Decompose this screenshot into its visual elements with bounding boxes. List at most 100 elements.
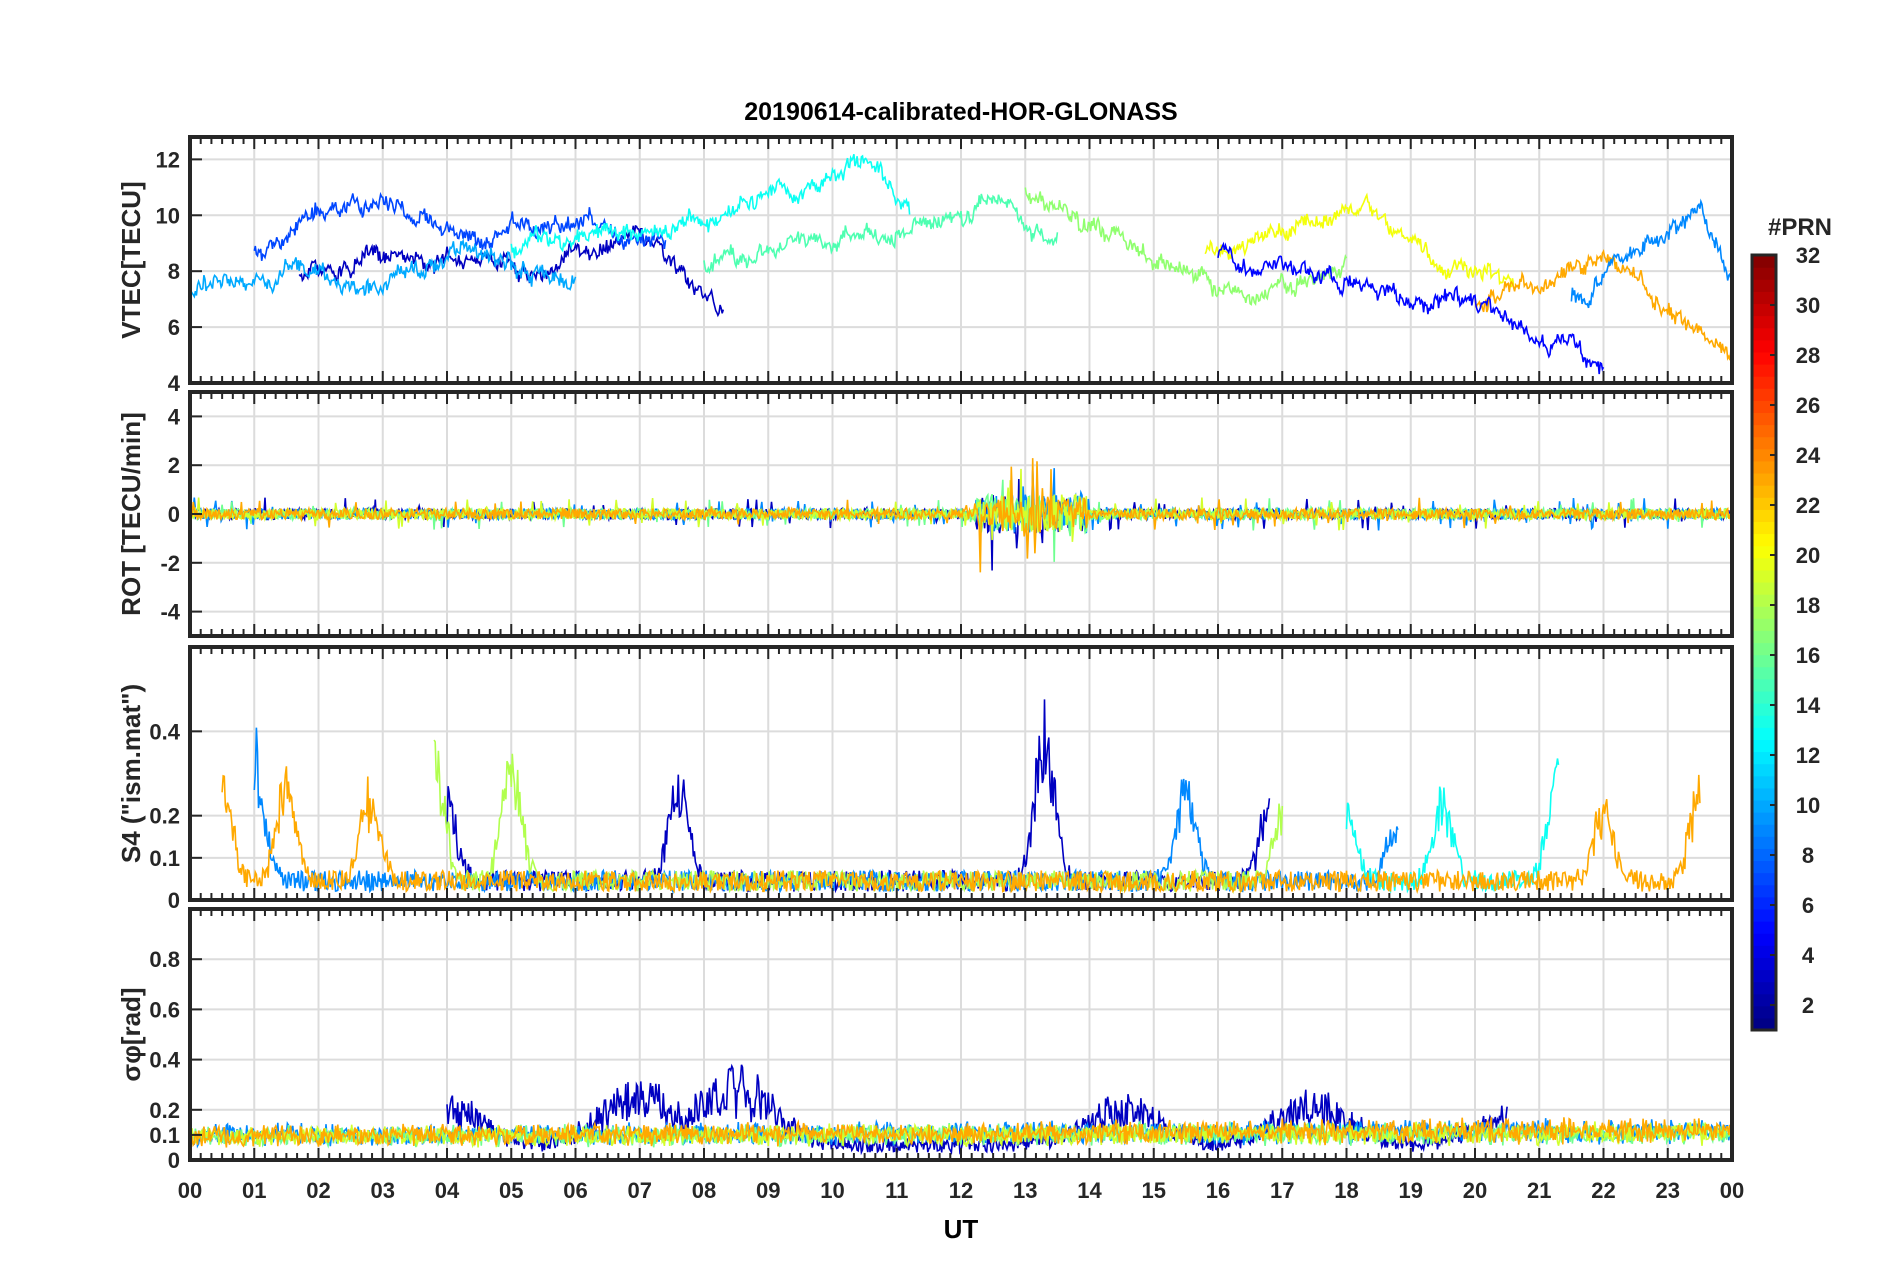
- s4-series-prn-13: [1345, 758, 1560, 894]
- s4-ytick-label: 0.1: [149, 846, 180, 871]
- vtec-panel: 4 6 8 10 12 VTEC[TECU]: [116, 135, 1734, 396]
- colorbar-tick-label: 18: [1796, 593, 1820, 618]
- colorbar-segment: [1752, 1017, 1776, 1031]
- colorbar-segment: [1752, 279, 1776, 292]
- colorbar-segment: [1752, 485, 1776, 498]
- colorbar-segment: [1752, 448, 1776, 462]
- s4-series-prn-9: [253, 727, 1399, 895]
- colorbar-segment: [1752, 666, 1776, 680]
- x-tick-label: 08: [692, 1178, 716, 1203]
- colorbar-segment: [1752, 630, 1776, 644]
- colorbar-segment: [1752, 727, 1776, 740]
- sigma-ytick-label: 0.2: [149, 1098, 180, 1123]
- rot-ytick-label: -2: [160, 551, 180, 576]
- x-tick-label: 03: [371, 1178, 395, 1203]
- colorbar-segment: [1752, 763, 1776, 777]
- colorbar-segment: [1752, 921, 1776, 934]
- chart-title: 20190614-calibrated-HOR-GLONASS: [744, 98, 1177, 126]
- vtec-series-prn-15: [703, 193, 1059, 275]
- vtec-ytick-label: 12: [156, 147, 180, 172]
- vtec-traces: [190, 153, 1732, 375]
- rot-ytick-label: 4: [168, 404, 181, 429]
- colorbar-segment: [1752, 557, 1776, 571]
- colorbar-title: #PRN: [1768, 214, 1832, 241]
- colorbar-segment: [1752, 715, 1776, 728]
- colorbar-tick-label: 20: [1796, 543, 1820, 568]
- x-tick-label: 19: [1399, 1178, 1423, 1203]
- colorbar-segment: [1752, 884, 1776, 898]
- colorbar-segment: [1752, 509, 1776, 523]
- colorbar-tick-label: 26: [1796, 393, 1820, 418]
- colorbar-tick-label: 10: [1796, 793, 1820, 818]
- colorbar-segment: [1752, 775, 1776, 789]
- x-tick-label: 05: [499, 1178, 523, 1203]
- x-tick-label: 02: [306, 1178, 330, 1203]
- colorbar-segment: [1752, 267, 1776, 280]
- colorbar-segment: [1752, 618, 1776, 631]
- colorbar-segment: [1752, 521, 1776, 535]
- sigma-ytick-label: 0.8: [149, 947, 180, 972]
- s4-ytick-label: 0: [168, 888, 180, 913]
- rot-ytick-label: -4: [160, 600, 180, 625]
- colorbar-segment: [1752, 993, 1776, 1007]
- s4-ytick-label: 0.2: [149, 804, 180, 829]
- colorbar-tick-label: 8: [1802, 843, 1814, 868]
- x-tick-label: 11: [885, 1178, 908, 1203]
- colorbar-segment: [1752, 945, 1776, 958]
- rot-traces: [190, 458, 1732, 573]
- colorbar-segment: [1752, 836, 1776, 849]
- colorbar-tick-label: 30: [1796, 293, 1820, 318]
- x-tick-label: 15: [1142, 1178, 1166, 1203]
- x-axis-label: UT: [944, 1214, 979, 1244]
- x-tick-label: 14: [1077, 1178, 1102, 1203]
- colorbar-segment: [1752, 400, 1776, 414]
- colorbar-segment: [1752, 812, 1776, 825]
- colorbar-segment: [1752, 969, 1776, 983]
- colorbar-segment: [1752, 339, 1776, 353]
- colorbar-segment: [1752, 472, 1776, 486]
- colorbar-segment: [1752, 981, 1776, 995]
- colorbar-segment: [1752, 255, 1776, 268]
- x-tick-label: 17: [1270, 1178, 1294, 1203]
- colorbar-segment: [1752, 957, 1776, 971]
- rot-ylabel: ROT [TECU/min]: [116, 412, 146, 616]
- s4-series-prn-18: [433, 739, 1284, 895]
- colorbar-segment: [1752, 291, 1776, 305]
- colorbar-tick-label: 4: [1802, 943, 1815, 968]
- x-tick-label: 01: [242, 1178, 266, 1203]
- vtec-ytick-label: 8: [168, 259, 180, 284]
- s4-traces: [221, 699, 1701, 895]
- vtec-series-prn-5: [1217, 241, 1605, 375]
- sigma-series-prn-19: [190, 1121, 1732, 1149]
- x-tick-label: 13: [1013, 1178, 1037, 1203]
- rot-panel: -4 -2 0 2 4 ROT [TECU/min]: [116, 390, 1734, 638]
- rot-ytick-label: 0: [168, 502, 180, 527]
- colorbar-tick-label: 14: [1796, 693, 1821, 718]
- colorbar-tick-label: 24: [1796, 443, 1821, 468]
- colorbar-segment: [1752, 933, 1776, 946]
- colorbar-segment: [1752, 678, 1776, 692]
- x-axis: 00 01 02 03 04 05 06 07 08 09 10 11 12 13 14 15 16 17 18 19…: [178, 1178, 1744, 1203]
- colorbar-segment: [1752, 848, 1776, 862]
- colorbar-segment: [1752, 690, 1776, 704]
- sigma-ytick-label: 0.4: [149, 1048, 180, 1073]
- colorbar-segment: [1752, 327, 1776, 341]
- s4-series-prn-23: [221, 766, 1701, 895]
- colorbar-segment: [1752, 315, 1776, 329]
- sigma-panel: 00.10.2 0.4 0.6 0.8σφ[rad]: [116, 907, 1734, 1173]
- colorbar-segment: [1752, 412, 1776, 426]
- colorbar-tick-label: 32: [1796, 243, 1820, 268]
- x-tick-label: 23: [1656, 1178, 1680, 1203]
- colorbar-segment: [1752, 642, 1776, 656]
- colorbar-segment: [1752, 739, 1776, 753]
- vtec-series-prn-13: [510, 153, 911, 259]
- colorbar-segment: [1752, 436, 1776, 450]
- colorbar-tick-label: 16: [1796, 643, 1820, 668]
- colorbar-segment: [1752, 787, 1776, 801]
- colorbar-segment: [1752, 545, 1776, 559]
- colorbar-segment: [1752, 363, 1776, 377]
- colorbar-segment: [1752, 424, 1776, 438]
- colorbar-tick-label: 12: [1796, 743, 1820, 768]
